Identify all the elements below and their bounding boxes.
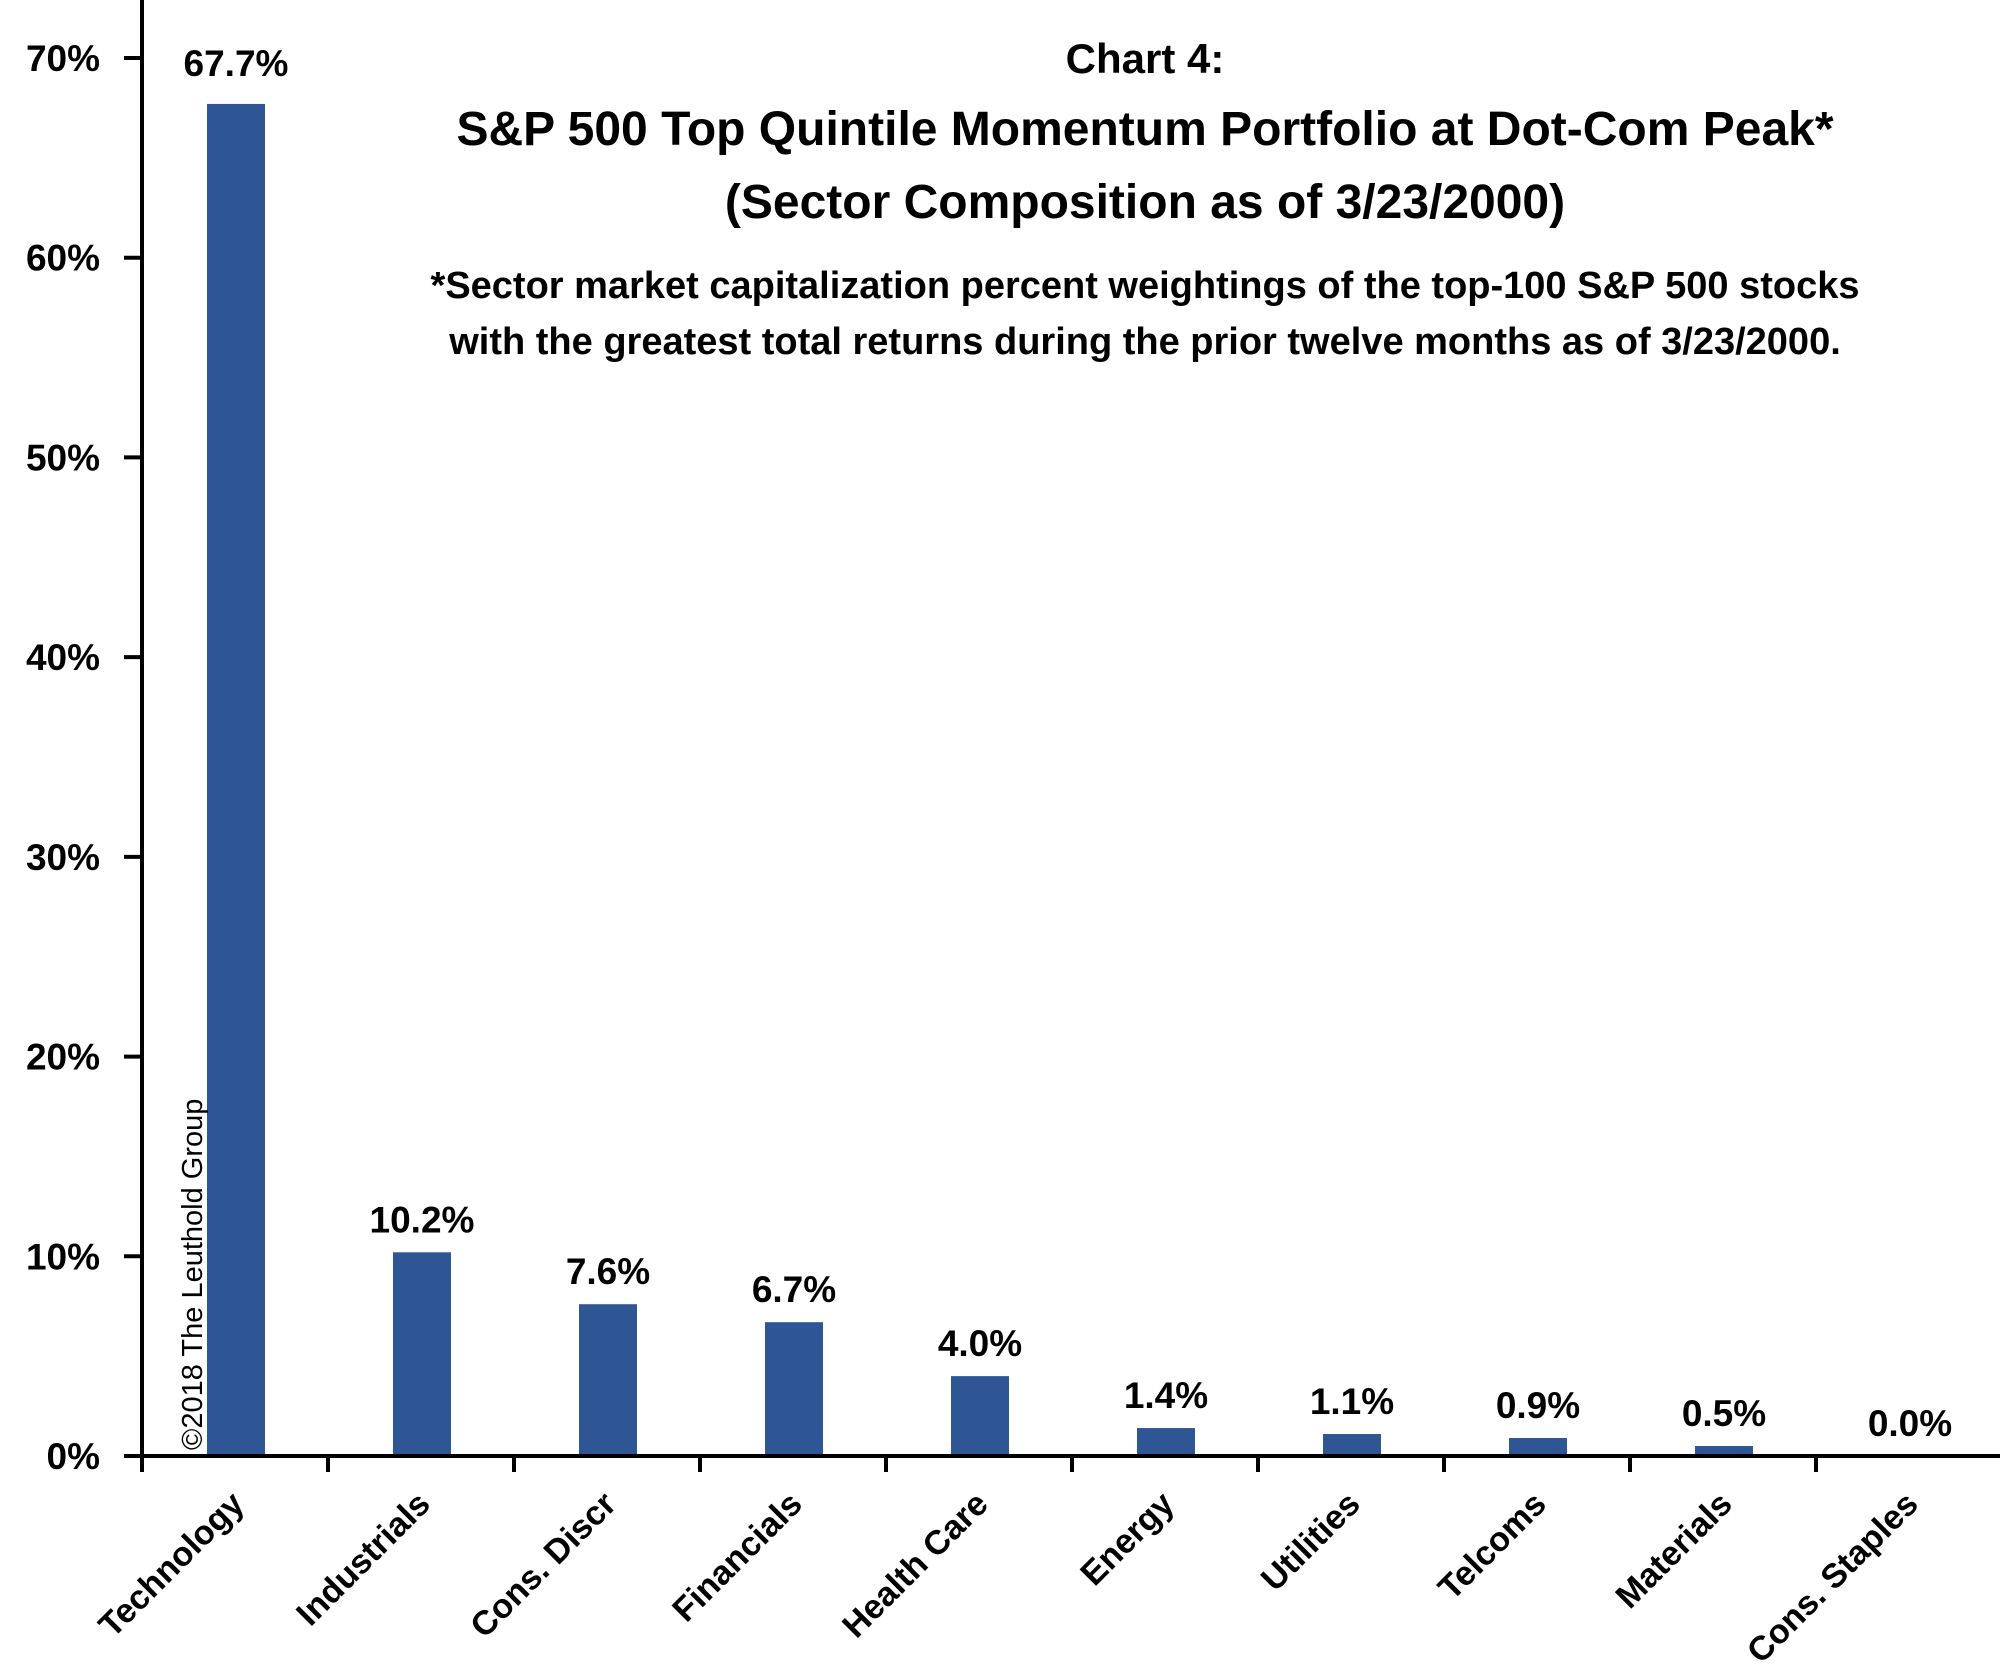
data-label: 0.0% <box>1868 1403 1952 1444</box>
chart-note-line-2: with the greatest total returns during t… <box>448 321 1841 363</box>
data-label: 6.7% <box>752 1269 836 1310</box>
data-label: 0.5% <box>1682 1393 1766 1434</box>
y-tick-label: 50% <box>26 437 100 478</box>
data-label: 4.0% <box>938 1323 1022 1364</box>
y-tick-label: 70% <box>26 38 100 79</box>
copyright-text: ©2018 The Leuthold Group <box>177 1099 209 1450</box>
chart-subtitle: S&P 500 Top Quintile Momentum Portfolio … <box>456 103 1833 156</box>
y-tick-label: 0% <box>47 1436 100 1477</box>
x-ticks-group <box>140 1456 1818 1472</box>
bar <box>1323 1434 1381 1456</box>
data-label: 67.7% <box>184 43 289 84</box>
data-label: 1.1% <box>1310 1381 1394 1422</box>
chart-note-line-1: *Sector market capitalization percent we… <box>431 265 1860 307</box>
bar <box>951 1376 1009 1456</box>
data-label: 1.4% <box>1124 1375 1208 1416</box>
bar <box>579 1304 637 1456</box>
data-label: 0.9% <box>1496 1385 1580 1426</box>
y-ticks-group: 0% 10% 20% 30% 40% 50% 60% 70% <box>26 38 142 1477</box>
bar <box>207 103 265 1456</box>
bars-group <box>207 103 1753 1456</box>
data-label: 10.2% <box>370 1199 475 1240</box>
bar <box>1137 1428 1195 1456</box>
chart-subtitle-2: (Sector Composition as of 3/23/2000) <box>725 176 1565 229</box>
y-tick-label: 60% <box>26 238 100 279</box>
y-tick-label: 30% <box>26 837 100 878</box>
bar <box>765 1322 823 1456</box>
y-tick-label: 20% <box>26 1037 100 1078</box>
data-labels-group: 67.7% 10.2% 7.6% 6.7% 4.0% 1.4% 1.1% 0.9% 0.5% 0.… <box>184 43 1953 1444</box>
bar <box>1509 1438 1567 1456</box>
y-tick-label: 10% <box>26 1236 100 1277</box>
y-tick-label: 40% <box>26 637 100 678</box>
bar <box>1695 1446 1753 1456</box>
chart-title: Chart 4: <box>1066 35 1225 82</box>
data-label: 7.6% <box>566 1251 650 1292</box>
bar <box>393 1252 451 1456</box>
